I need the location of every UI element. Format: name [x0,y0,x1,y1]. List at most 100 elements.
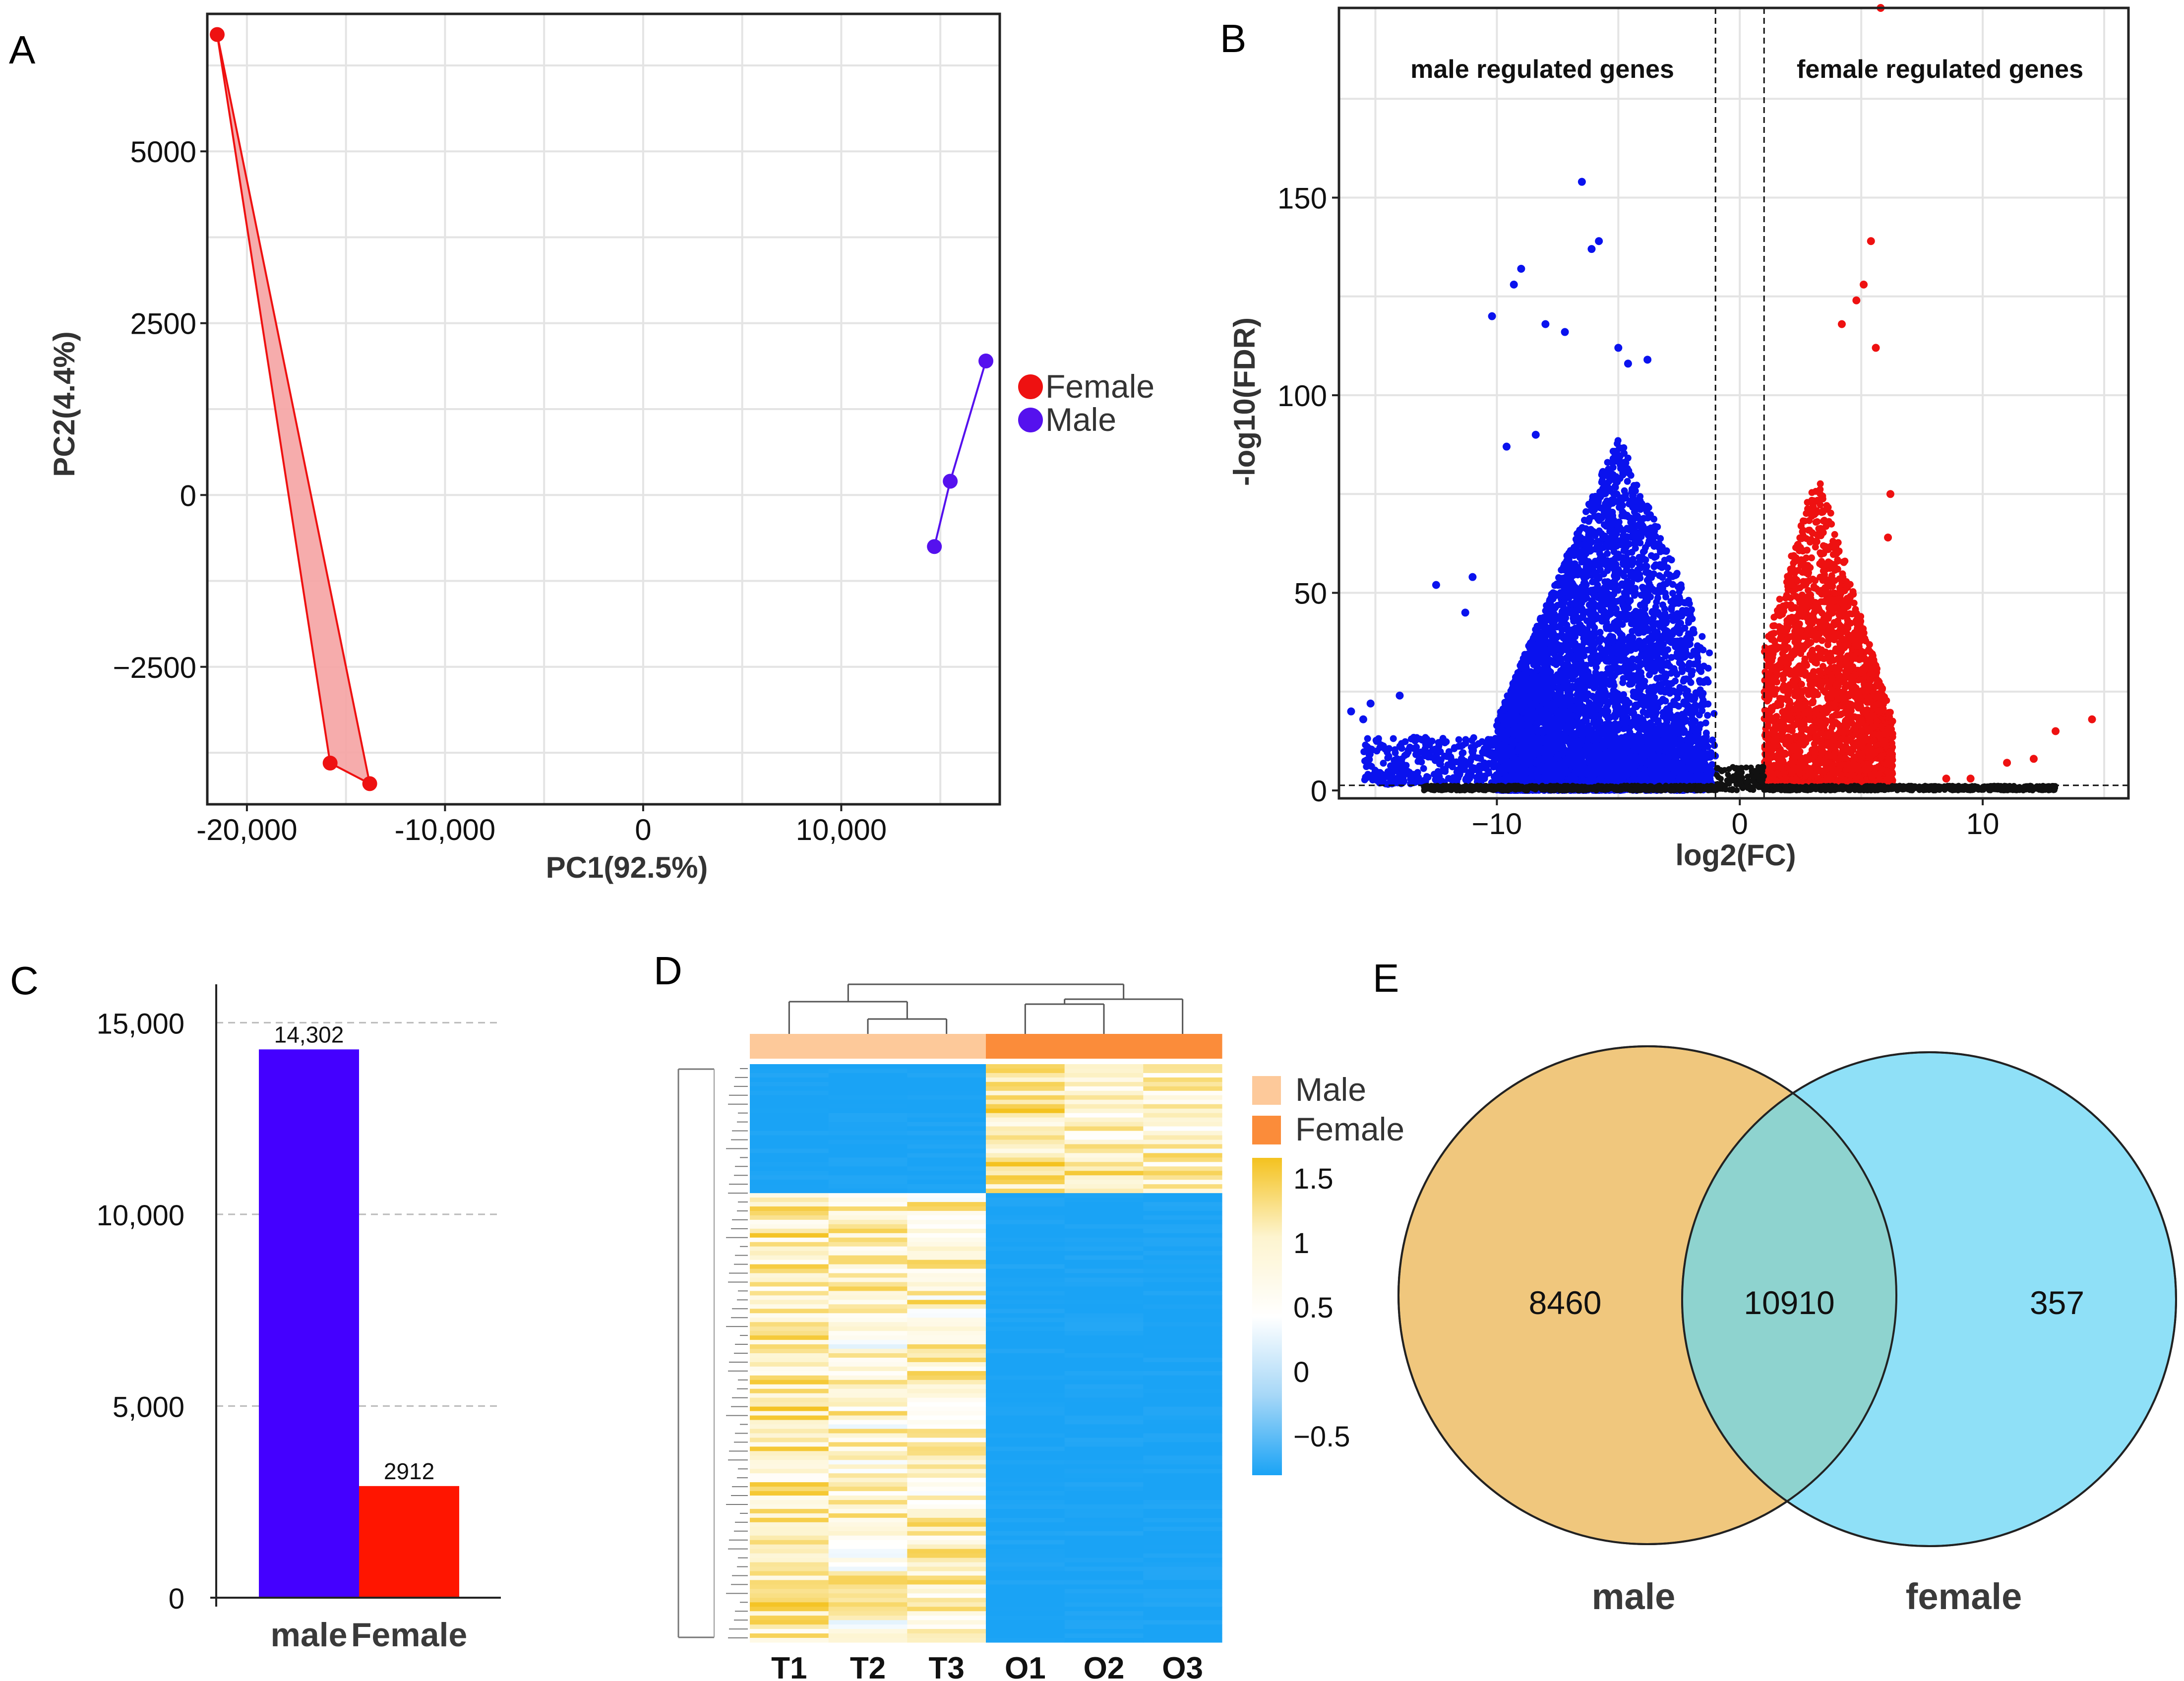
male-gene-point [1694,649,1701,656]
male-gene-point [1686,708,1694,715]
male-gene-point [1588,598,1595,605]
male-gene-point [1589,493,1596,500]
pca-y-tick-label: 5000 [130,135,196,169]
male-gene-point [1704,712,1711,719]
male-gene-point [1637,564,1644,572]
pca-x-tick-label: -20,000 [196,813,298,846]
male-gene-point [1548,675,1555,682]
male-gene-point [1613,605,1620,613]
male-gene-point [1604,665,1612,672]
pca-y-tick-label: 0 [180,479,196,512]
legend-male-marker [1018,408,1043,432]
male-gene-point [1578,555,1585,563]
male-gene-point [1660,560,1668,567]
male-gene-point [1593,671,1600,678]
panel-label-d: D [654,949,682,993]
male-gene-point [1684,687,1691,695]
pca-legend: Female Male [1018,368,1154,438]
male-gene-point [1568,636,1575,643]
male-gene-point [1592,663,1600,671]
male-gene-point [1678,584,1685,592]
male-gene-point [1683,675,1690,683]
male-gene-point [1580,516,1588,524]
male-gene-point [1530,673,1537,681]
pca-x-tick-label: 10,000 [796,813,887,846]
male-gene-point [1633,481,1640,489]
male-gene-point [1594,705,1602,713]
panel-label-c: C [10,959,39,1003]
male-gene-point [1694,654,1701,661]
male-gene-point [1572,563,1579,570]
male-gene-point [1643,576,1651,584]
male-gene-point [1566,651,1573,659]
female-point [322,755,338,771]
male-gene-point [1640,515,1647,522]
male-gene-point [1586,682,1593,689]
male-gene-point [1699,690,1707,697]
male-point [978,353,994,368]
male-gene-point [1556,646,1564,653]
male-gene-point [1587,656,1595,663]
male-point [927,539,942,554]
male-gene-point [1547,725,1555,733]
male-gene-point [1652,603,1659,610]
male-gene-point [1607,698,1615,705]
male-gene-point [1590,586,1597,594]
male-gene-point [1650,683,1658,691]
male-gene-point [1627,597,1634,604]
male-gene-point [1657,633,1665,640]
male-gene-point [1641,601,1648,609]
female-point [209,27,225,42]
male-gene-point [1622,609,1629,616]
legend-female-label: Female [1045,368,1154,405]
male-gene-point [1603,497,1611,505]
male-gene-point [1667,669,1675,677]
male-gene-point [1576,686,1583,693]
male-gene-point [1589,578,1596,586]
panel-label-e: E [1373,956,1399,1000]
male-gene-point [1650,515,1658,523]
male-gene-point [1689,667,1696,675]
male-gene-point [1611,541,1618,548]
male-gene-point [1683,701,1691,708]
male-gene-point [1634,687,1641,695]
female-hull [216,34,371,786]
male-gene-point [1609,596,1616,603]
male-gene-point [1614,587,1622,594]
male-gene-point [1623,706,1631,713]
male-gene-point [1606,487,1614,494]
male-gene-point [1665,680,1672,687]
male-gene-point [1649,694,1657,702]
male-gene-point [1632,539,1639,546]
male-gene-point [1566,683,1573,691]
male-gene-point [1672,677,1679,685]
male-gene-point [1634,664,1641,671]
male-gene-point [1679,720,1687,727]
male-gene-point [1704,678,1712,686]
male-gene-point [1694,642,1701,650]
male-gene-point [1699,700,1706,708]
male-gene-point [1632,487,1639,495]
male-gene-point [1551,618,1558,625]
male-gene-point [1686,600,1693,607]
male-gene-point [1634,513,1641,520]
male-gene-point [1580,677,1588,684]
male-gene-point [1696,711,1703,719]
male-gene-point [1582,508,1590,515]
male-gene-point [1614,478,1621,485]
male-gene-point [1641,677,1648,685]
male-gene-point [1606,579,1614,587]
male-gene-point [1602,534,1609,541]
male-gene-point [1619,601,1627,609]
male-gene-point [1616,665,1623,672]
male-gene-point [1639,708,1647,716]
male-gene-point [1561,641,1569,648]
male-gene-point [1626,663,1634,671]
male-gene-point [1638,592,1645,599]
male-gene-point [1611,566,1618,573]
female-point [362,776,377,791]
male-gene-point [1591,512,1598,520]
male-gene-point [1506,699,1513,707]
male-gene-point [1668,556,1675,564]
male-gene-point [1662,697,1669,705]
